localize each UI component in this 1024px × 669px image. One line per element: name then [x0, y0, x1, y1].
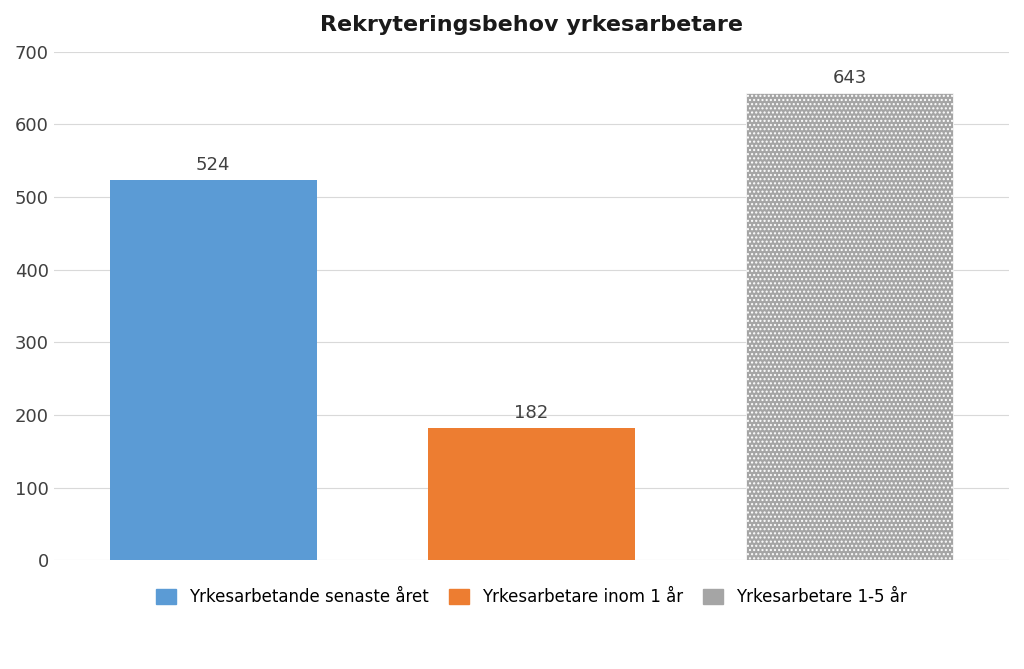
Legend: Yrkesarbetande senaste året, Yrkesarbetare inom 1 år, Yrkesarbetare 1-5 år: Yrkesarbetande senaste året, Yrkesarbeta…: [148, 582, 913, 613]
Bar: [746, 93, 953, 561]
Text: 643: 643: [833, 70, 867, 88]
Bar: [110, 180, 316, 561]
Title: Rekryteringsbehov yrkesarbetare: Rekryteringsbehov yrkesarbetare: [319, 15, 743, 35]
Text: 524: 524: [196, 156, 230, 174]
Bar: [428, 428, 635, 561]
Text: 182: 182: [514, 404, 549, 422]
